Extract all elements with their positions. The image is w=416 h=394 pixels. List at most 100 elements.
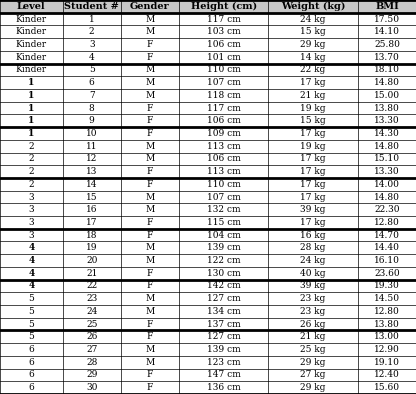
Bar <box>0 13 63 26</box>
Bar <box>121 178 179 191</box>
Bar <box>358 26 416 38</box>
Text: 16.10: 16.10 <box>374 256 400 265</box>
Text: F: F <box>147 116 153 125</box>
Bar <box>179 280 268 292</box>
Text: 23: 23 <box>86 294 97 303</box>
Text: 25.80: 25.80 <box>374 40 400 49</box>
Bar <box>63 51 121 63</box>
Bar <box>121 216 179 229</box>
Text: 103 cm: 103 cm <box>207 27 240 36</box>
Bar <box>179 89 268 102</box>
Text: 4: 4 <box>28 243 35 252</box>
Bar <box>121 152 179 165</box>
Text: 13.30: 13.30 <box>374 116 400 125</box>
Bar <box>63 381 121 394</box>
Bar <box>358 140 416 152</box>
Bar <box>63 102 121 114</box>
Bar <box>0 343 63 356</box>
Bar <box>179 26 268 38</box>
Text: Kinder: Kinder <box>16 65 47 74</box>
Text: 3: 3 <box>29 205 34 214</box>
Text: Kinder: Kinder <box>16 27 47 36</box>
Text: M: M <box>145 15 154 24</box>
Bar <box>63 267 121 280</box>
Bar <box>0 51 63 63</box>
Bar <box>0 267 63 280</box>
Bar <box>179 343 268 356</box>
Text: 24 kg: 24 kg <box>300 256 326 265</box>
Bar <box>63 318 121 331</box>
Bar <box>358 89 416 102</box>
Text: 5: 5 <box>89 65 94 74</box>
Text: 29: 29 <box>86 370 97 379</box>
Bar <box>358 305 416 318</box>
Bar <box>121 356 179 368</box>
Bar <box>121 0 179 13</box>
Text: 8: 8 <box>89 104 94 113</box>
Text: Kinder: Kinder <box>16 40 47 49</box>
Bar <box>179 216 268 229</box>
Bar <box>179 13 268 26</box>
Text: 6: 6 <box>28 345 34 354</box>
Text: 2: 2 <box>89 27 94 36</box>
Text: 12: 12 <box>86 154 97 164</box>
Text: 1: 1 <box>28 78 35 87</box>
Bar <box>179 51 268 63</box>
Bar <box>358 191 416 203</box>
Bar <box>0 292 63 305</box>
Text: 113 cm: 113 cm <box>207 167 240 176</box>
Text: 3: 3 <box>29 193 34 201</box>
Bar <box>121 254 179 267</box>
Bar <box>268 343 358 356</box>
Bar <box>63 152 121 165</box>
Text: 13.30: 13.30 <box>374 167 400 176</box>
Bar <box>0 280 63 292</box>
Text: M: M <box>145 307 154 316</box>
Text: 136 cm: 136 cm <box>207 383 240 392</box>
Bar <box>179 140 268 152</box>
Text: 117 cm: 117 cm <box>207 104 240 113</box>
Bar <box>268 38 358 51</box>
Bar <box>358 229 416 242</box>
Bar <box>268 280 358 292</box>
Bar <box>358 178 416 191</box>
Bar <box>179 229 268 242</box>
Bar <box>179 368 268 381</box>
Bar <box>63 13 121 26</box>
Text: 106 cm: 106 cm <box>207 40 240 49</box>
Text: 17 kg: 17 kg <box>300 78 326 87</box>
Text: 107 cm: 107 cm <box>207 78 240 87</box>
Text: 15.00: 15.00 <box>374 91 400 100</box>
Bar <box>179 292 268 305</box>
Bar <box>358 242 416 254</box>
Bar <box>63 89 121 102</box>
Bar <box>121 305 179 318</box>
Text: 16 kg: 16 kg <box>300 230 326 240</box>
Bar <box>0 331 63 343</box>
Text: 4: 4 <box>28 256 35 265</box>
Bar <box>179 38 268 51</box>
Bar <box>358 76 416 89</box>
Bar <box>121 38 179 51</box>
Bar <box>179 76 268 89</box>
Bar <box>121 381 179 394</box>
Text: 15.10: 15.10 <box>374 154 400 164</box>
Bar <box>358 343 416 356</box>
Bar <box>179 305 268 318</box>
Bar <box>268 51 358 63</box>
Text: 122 cm: 122 cm <box>207 256 240 265</box>
Text: 127 cm: 127 cm <box>207 332 240 341</box>
Text: 26 kg: 26 kg <box>300 320 326 329</box>
Bar <box>268 229 358 242</box>
Text: 12.80: 12.80 <box>374 218 400 227</box>
Bar <box>121 140 179 152</box>
Text: BMI: BMI <box>375 2 399 11</box>
Bar <box>179 267 268 280</box>
Text: 109 cm: 109 cm <box>207 129 240 138</box>
Text: F: F <box>147 230 153 240</box>
Text: 17 kg: 17 kg <box>300 180 326 189</box>
Text: 39 kg: 39 kg <box>300 205 326 214</box>
Text: F: F <box>147 383 153 392</box>
Bar <box>0 89 63 102</box>
Text: 106 cm: 106 cm <box>207 116 240 125</box>
